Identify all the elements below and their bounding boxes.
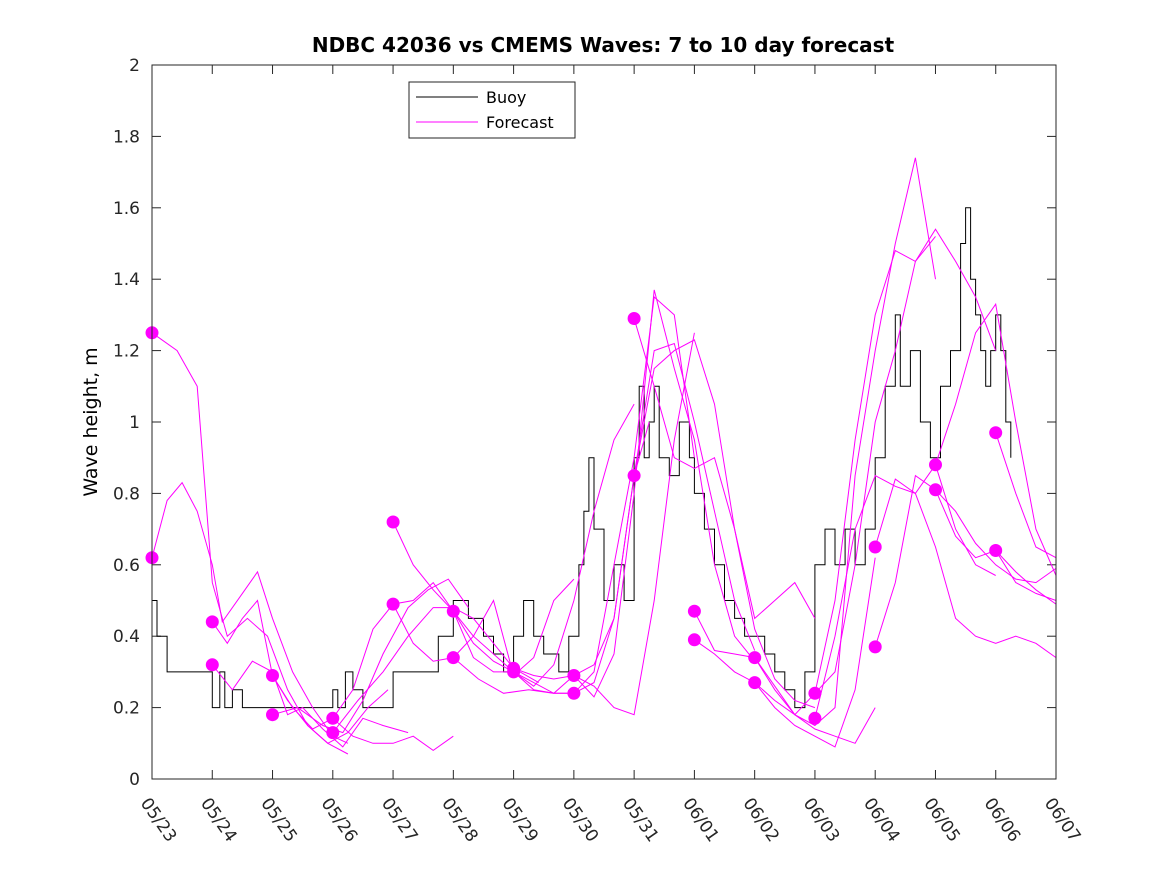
forecast-start-marker xyxy=(929,483,942,496)
forecast-start-marker xyxy=(326,726,339,739)
y-tick-label: 1.8 xyxy=(113,127,140,147)
forecast-start-marker xyxy=(989,544,1002,557)
y-tick-label: 1.4 xyxy=(113,270,140,290)
y-tick-label: 0.6 xyxy=(113,556,140,576)
chart-title: NDBC 42036 vs CMEMS Waves: 7 to 10 day f… xyxy=(312,33,895,57)
forecast-start-marker xyxy=(748,676,761,689)
forecast-start-marker xyxy=(206,615,219,628)
y-tick-label: 0 xyxy=(129,770,140,790)
y-tick-label: 1.6 xyxy=(113,199,140,219)
y-tick-label: 0.8 xyxy=(113,484,140,504)
y-tick-label: 2 xyxy=(129,56,140,76)
legend: Buoy Forecast xyxy=(409,82,575,138)
forecast-start-marker xyxy=(387,598,400,611)
forecast-start-marker xyxy=(266,669,279,682)
wave-height-chart: NDBC 42036 vs CMEMS Waves: 7 to 10 day f… xyxy=(0,0,1167,875)
forecast-start-marker xyxy=(628,469,641,482)
y-tick-label: 0.4 xyxy=(113,627,140,647)
legend-buoy-label: Buoy xyxy=(486,88,526,107)
forecast-start-marker xyxy=(808,687,821,700)
y-axis-label: Wave height, m xyxy=(80,347,102,496)
forecast-start-marker xyxy=(326,712,339,725)
forecast-start-marker xyxy=(989,426,1002,439)
forecast-start-marker xyxy=(869,541,882,554)
forecast-start-marker xyxy=(929,458,942,471)
forecast-start-marker xyxy=(808,712,821,725)
forecast-start-marker xyxy=(748,651,761,664)
forecast-start-marker xyxy=(447,605,460,618)
legend-forecast-label: Forecast xyxy=(486,113,554,132)
forecast-start-marker xyxy=(206,658,219,671)
forecast-start-marker xyxy=(266,708,279,721)
forecast-start-marker xyxy=(447,651,460,664)
forecast-start-marker xyxy=(507,665,520,678)
forecast-start-marker xyxy=(688,633,701,646)
forecast-start-marker xyxy=(628,312,641,325)
forecast-start-marker xyxy=(567,687,580,700)
forecast-start-marker xyxy=(387,516,400,529)
forecast-start-marker xyxy=(869,640,882,653)
forecast-start-marker xyxy=(688,605,701,618)
forecast-start-marker xyxy=(567,669,580,682)
y-tick-label: 1.2 xyxy=(113,342,140,362)
y-tick-label: 1 xyxy=(129,413,140,433)
y-tick-label: 0.2 xyxy=(113,699,140,719)
